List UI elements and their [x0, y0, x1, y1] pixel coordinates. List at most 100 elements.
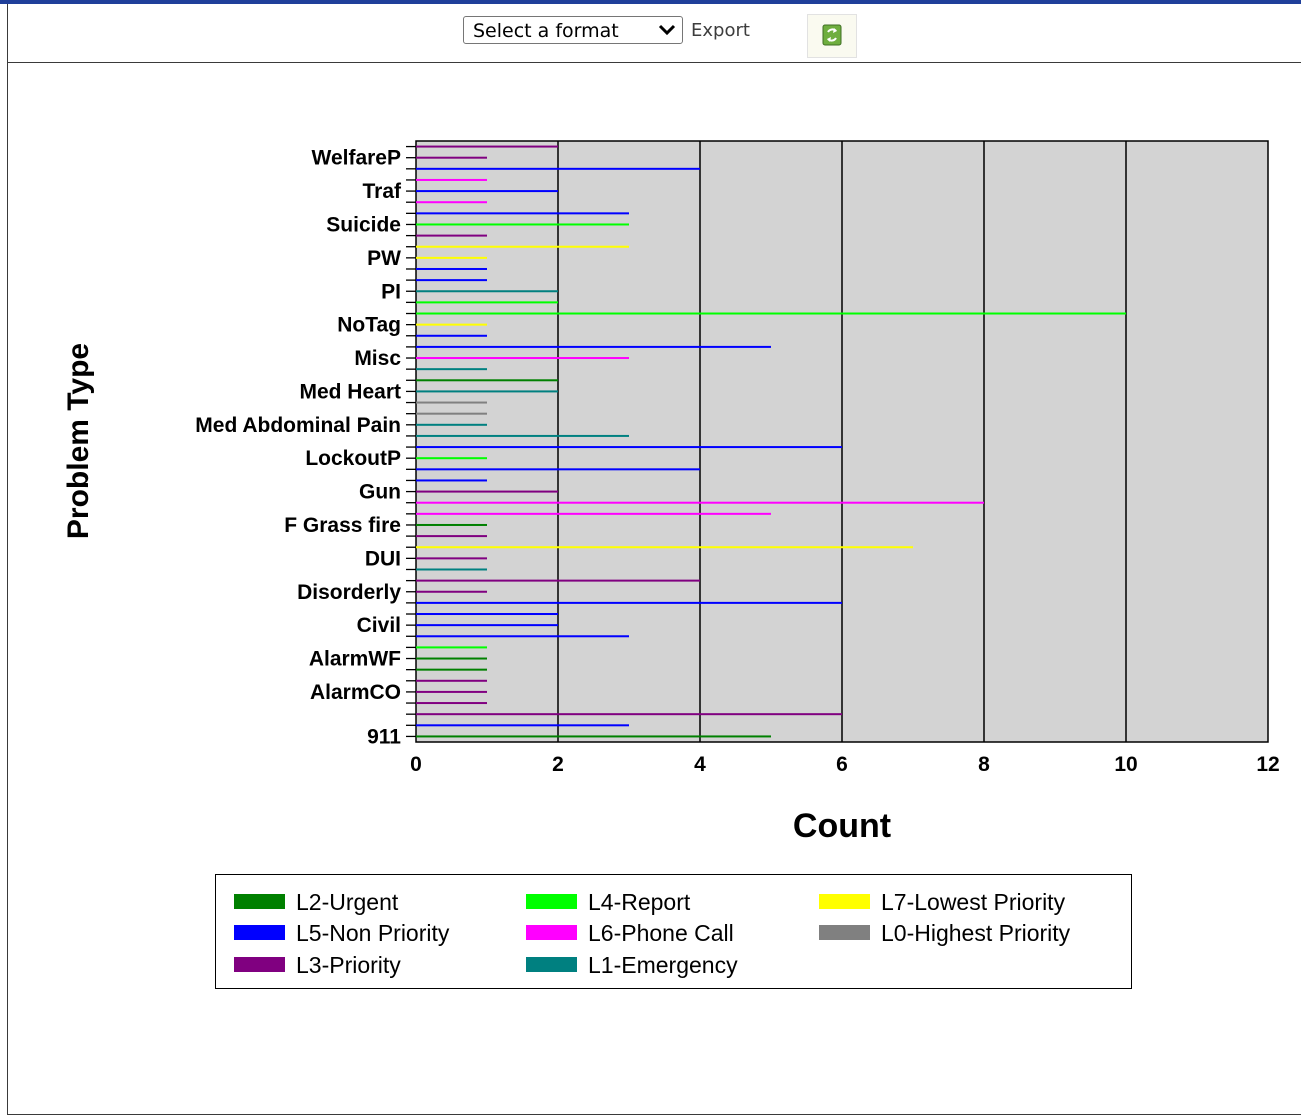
bar — [416, 412, 487, 415]
y-tick-label: PI — [381, 280, 401, 303]
y-tick-label: Traf — [362, 180, 402, 203]
bar — [416, 724, 629, 727]
y-tick-label: AlarmCO — [310, 681, 401, 704]
y-tick-label: Med Heart — [299, 380, 401, 403]
bar — [416, 601, 842, 604]
chevron-down-icon — [658, 24, 676, 36]
x-tick-label: 12 — [1256, 753, 1279, 776]
bar — [416, 713, 842, 716]
y-axis-title: Problem Type — [62, 343, 95, 539]
y-tick-label: AlarmWF — [309, 648, 401, 671]
x-tick-label: 2 — [552, 753, 564, 776]
legend-label: L1-Emergency — [588, 952, 738, 978]
report-toolbar: Select a format Export — [8, 5, 1301, 63]
y-tick-label: Civil — [357, 614, 401, 637]
bar — [416, 546, 913, 549]
legend-swatch — [819, 894, 870, 909]
refresh-icon — [822, 24, 842, 46]
bar — [416, 234, 487, 237]
y-tick-label: Gun — [359, 481, 401, 504]
legend-swatch — [819, 925, 870, 940]
legend-swatch — [526, 894, 577, 909]
y-tick-label: NoTag — [337, 314, 401, 337]
legend-label: L4-Report — [588, 889, 691, 915]
legend-swatch — [526, 957, 577, 972]
bar — [416, 357, 629, 360]
bar — [416, 323, 487, 326]
y-tick-label: PW — [367, 247, 401, 270]
legend-label: L2-Urgent — [296, 889, 399, 915]
bar — [416, 635, 629, 638]
y-tick-label: WelfareP — [312, 147, 402, 170]
bar — [416, 368, 487, 371]
x-tick-label: 4 — [694, 753, 706, 776]
bar — [416, 690, 487, 693]
bar — [416, 423, 487, 426]
bar — [416, 167, 700, 170]
bar — [416, 190, 558, 193]
bar — [416, 624, 558, 627]
bar — [416, 446, 842, 449]
legend-swatch — [234, 925, 285, 940]
bar — [416, 379, 558, 382]
bar — [416, 523, 487, 526]
bar — [416, 590, 487, 593]
bar — [416, 201, 487, 204]
bar — [416, 145, 558, 148]
bar — [416, 345, 771, 348]
x-tick-label: 10 — [1114, 753, 1137, 776]
bar — [416, 468, 700, 471]
legend-label: L5-Non Priority — [296, 920, 450, 946]
bar — [416, 334, 487, 337]
y-tick-label: F Grass fire — [284, 514, 401, 537]
bar — [416, 312, 1126, 315]
top-accent-bar — [0, 0, 1301, 4]
bar — [416, 512, 771, 515]
bar — [416, 579, 700, 582]
export-format-select[interactable]: Select a format — [463, 16, 683, 44]
bar — [416, 457, 487, 460]
legend-swatch — [234, 957, 285, 972]
bar — [416, 290, 558, 293]
bar — [416, 702, 487, 705]
bar — [416, 223, 629, 226]
x-tick-label: 8 — [978, 753, 990, 776]
bar — [416, 535, 487, 538]
legend-swatch — [526, 925, 577, 940]
bar — [416, 245, 629, 248]
y-tick-label: Suicide — [326, 213, 401, 236]
refresh-button[interactable] — [807, 14, 857, 58]
bar — [416, 568, 487, 571]
bar — [416, 279, 487, 282]
bar — [416, 668, 487, 671]
x-tick-label: 0 — [410, 753, 422, 776]
bar — [416, 490, 558, 493]
bar — [416, 557, 487, 560]
bar — [416, 156, 487, 159]
x-tick-label: 6 — [836, 753, 848, 776]
export-link[interactable]: Export — [691, 20, 750, 41]
bar — [416, 301, 558, 304]
bar — [416, 256, 487, 259]
bar — [416, 501, 984, 504]
bar — [416, 735, 771, 738]
bar — [416, 479, 487, 482]
bar — [416, 657, 487, 660]
bar — [416, 679, 487, 682]
bar — [416, 646, 487, 649]
bar — [416, 434, 629, 437]
bar — [416, 613, 558, 616]
y-tick-label: Med Abdominal Pain — [195, 414, 401, 437]
y-tick-label: 911 — [367, 725, 401, 748]
export-format-value: Select a format — [473, 20, 619, 42]
bar — [416, 401, 487, 404]
y-tick-label: DUI — [365, 547, 401, 570]
chart-legend: L2-Urgent L5-Non Priority L3-Priority L4-Re… — [215, 874, 1132, 989]
legend-label: L0-Highest Priority — [881, 920, 1071, 946]
y-tick-label: LockoutP — [305, 447, 401, 470]
legend-label: L6-Phone Call — [588, 920, 734, 946]
legend-label: L3-Priority — [296, 952, 401, 978]
y-tick-label: Misc — [354, 347, 401, 370]
bar — [416, 267, 487, 270]
